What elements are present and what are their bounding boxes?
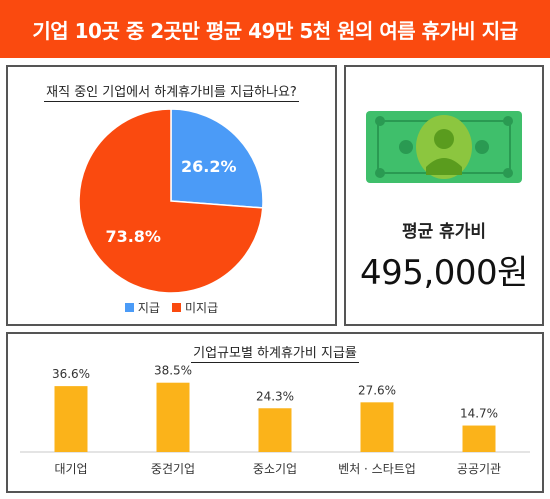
bar-category-label-3: 벤처 · 스타트업	[338, 462, 416, 476]
pie-chart: 26.2% 73.8%	[78, 108, 264, 294]
pie-slice-paid	[170, 108, 264, 209]
average-label: 평균 휴가비	[401, 222, 487, 242]
bar-0	[54, 386, 88, 452]
legend-swatch-unpaid	[171, 303, 181, 312]
pie-chart-panel: 재직 중인 기업에서 하계휴가비를 지급하나요? 26.2% 73.8% 지급 미…	[6, 65, 337, 326]
legend-label-paid: 지급	[137, 301, 160, 315]
bar-category-label-1: 중견기업	[151, 462, 195, 476]
bar-category-label-0: 대기업	[54, 462, 87, 476]
average-value: 495,000원	[360, 253, 528, 293]
bar-value-label-0: 36.6%	[52, 367, 90, 381]
money-bill-icon	[366, 111, 522, 183]
bar-category-label-4: 공공기관	[457, 462, 501, 476]
pie-label-paid: 26.2%	[181, 157, 237, 176]
legend-label-unpaid: 미지급	[184, 301, 219, 315]
page-title: 기업 10곳 중 2곳만 평균 49만 5천 원의 여름 휴가비 지급	[0, 0, 550, 58]
legend-item-unpaid: 미지급	[171, 299, 219, 316]
bar-category-label-2: 중소기업	[253, 462, 297, 476]
pie-chart-title: 재직 중인 기업에서 하계휴가비를 지급하나요?	[44, 85, 299, 102]
bar-value-label-3: 27.6%	[358, 383, 396, 397]
legend-item-paid: 지급	[124, 299, 160, 316]
average-panel: 평균 휴가비 495,000원	[344, 65, 544, 326]
bar-value-label-4: 14.7%	[460, 407, 498, 421]
bar-chart-panel: 기업규모별 하계휴가비 지급률 36.6% 대기업 38.5% 중견기업 24.3% 중소…	[6, 332, 544, 493]
pie-legend: 지급 미지급	[8, 299, 335, 316]
bar-chart: 36.6% 대기업 38.5% 중견기업 24.3% 중소기업 27.6% 벤처 · 스타트업…	[20, 364, 530, 476]
bar-4	[462, 425, 496, 452]
pie-slice-unpaid	[78, 108, 264, 294]
bar-2	[258, 408, 292, 452]
bar-value-label-2: 24.3%	[256, 389, 294, 403]
bar-chart-title: 기업규모별 하계휴가비 지급률	[191, 346, 359, 363]
legend-swatch-paid	[124, 303, 134, 312]
bar-value-label-1: 38.5%	[154, 364, 192, 378]
pie-label-unpaid: 73.8%	[105, 227, 161, 246]
bar-1	[156, 382, 190, 452]
bar-3	[360, 402, 394, 452]
